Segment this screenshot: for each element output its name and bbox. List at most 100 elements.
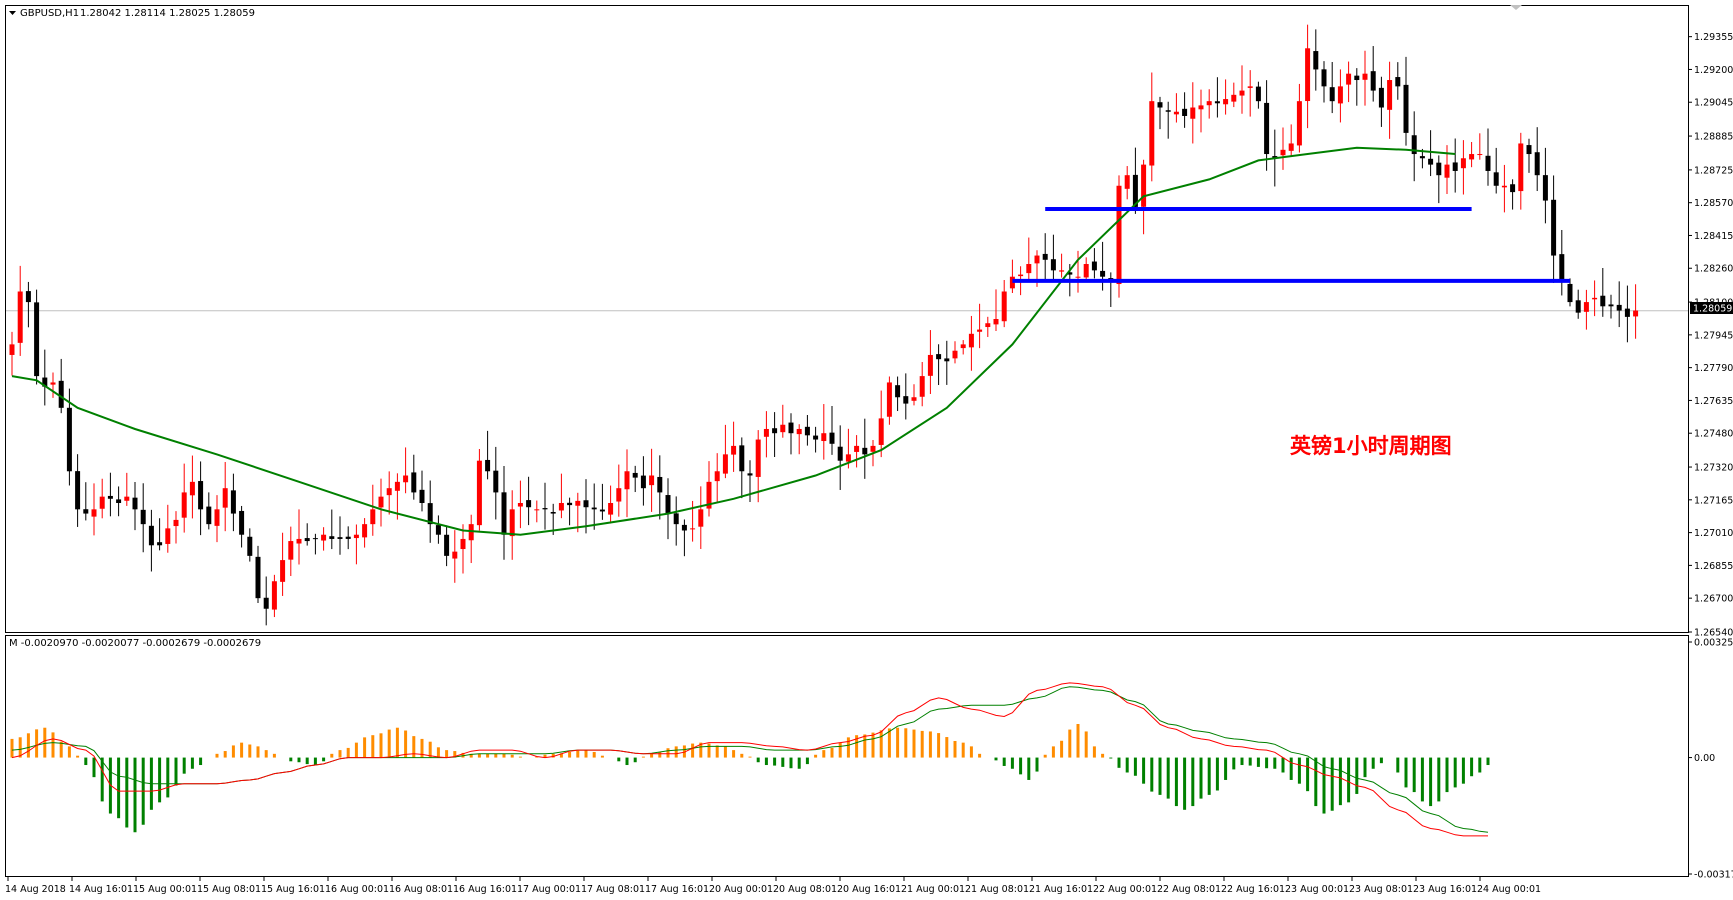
price-tick-label: 1.28885	[1694, 132, 1733, 143]
candle-bull	[985, 323, 991, 328]
macd-frame	[5, 635, 1689, 877]
candle-bull	[165, 528, 171, 544]
candle-bull	[362, 524, 368, 538]
time-tick-label: 22 Aug 16:01	[1221, 884, 1285, 895]
price-tick-label: 1.27480	[1694, 429, 1733, 440]
candle-bull	[1223, 99, 1229, 105]
menu-triangle-icon[interactable]	[9, 11, 16, 15]
candle-bull	[649, 475, 655, 486]
candle-bear	[1378, 87, 1384, 108]
candle-bear	[640, 475, 646, 489]
candle-bull	[993, 319, 999, 325]
candle-bull	[1116, 185, 1122, 285]
candle-bear	[837, 446, 843, 461]
candle-bear	[206, 506, 212, 525]
candle-bull	[854, 445, 860, 452]
candle-bear	[1182, 108, 1188, 116]
candle-bull	[698, 509, 704, 527]
candle-bull	[960, 344, 966, 349]
symbol-label: GBPUSD,H1	[20, 8, 79, 19]
candle-bear	[567, 502, 573, 506]
candle-bull	[1469, 154, 1475, 160]
time-tick-label: 14 Aug 16:01	[69, 884, 133, 895]
candle-bull	[460, 538, 466, 550]
candle-bull	[296, 538, 302, 544]
candle-bear	[493, 470, 499, 493]
candle-bear	[304, 538, 310, 542]
candle-bull	[1296, 101, 1302, 146]
candle-bear	[673, 513, 679, 525]
candle-bear	[263, 597, 269, 609]
candle-bear	[25, 291, 31, 303]
macd-signal-lines	[11, 682, 1489, 837]
candle-bear	[1567, 283, 1573, 303]
candle-bear	[681, 524, 687, 531]
candle-bear	[239, 510, 245, 535]
candle-bull	[1141, 164, 1147, 207]
candle-bear	[1395, 77, 1401, 87]
candle-bull	[1173, 111, 1179, 115]
candle-bull	[870, 445, 876, 452]
candle-bull	[763, 428, 769, 437]
candle-bull	[280, 560, 286, 582]
time-tick-label: 20 Aug 16:01	[837, 884, 901, 895]
candle-bull	[558, 502, 564, 511]
candle-bear	[599, 509, 605, 512]
candle-bull	[1387, 80, 1393, 110]
candle-bear	[1042, 253, 1048, 260]
candle-bear	[1542, 175, 1548, 201]
macd-fast-line	[11, 682, 1488, 837]
candle-bear	[337, 537, 343, 539]
candle-bear	[42, 377, 48, 387]
candle-bull	[1149, 101, 1155, 166]
candle-bull	[731, 445, 737, 455]
price-tick-label: 1.29045	[1694, 98, 1733, 109]
macd-header-label: M -0.0020970 -0.0020077 -0.0002679 -0.00…	[9, 638, 261, 649]
candle-bull	[845, 454, 851, 462]
candle-bear	[944, 358, 950, 362]
candle-bear	[247, 536, 253, 556]
time-tick-label: 17 Aug 16:01	[645, 884, 709, 895]
candle-bear	[583, 500, 589, 508]
time-tick-label: 17 Aug 00:01	[517, 884, 581, 895]
candle-bear	[1419, 156, 1425, 159]
time-tick-label: 17 Aug 08:01	[581, 884, 645, 895]
price-tick-label: 1.27945	[1694, 330, 1733, 341]
candle-bear	[1132, 174, 1138, 207]
candle-bull	[476, 460, 482, 526]
price-tick-label: 1.26700	[1694, 594, 1733, 605]
candle-bear	[1403, 84, 1409, 133]
candle-bull	[1592, 297, 1598, 300]
candle-bull	[1075, 276, 1081, 278]
current-price-tag	[1690, 302, 1733, 314]
candle-bull	[780, 424, 786, 433]
candle-bull	[1501, 185, 1507, 188]
candle-bull	[1124, 175, 1130, 189]
candle-bear	[1452, 162, 1458, 171]
candle-bull	[1444, 164, 1450, 178]
candle-bull	[1288, 143, 1294, 151]
candle-bull	[755, 439, 761, 477]
candle-bull	[1239, 90, 1245, 96]
candle-bear	[550, 511, 556, 514]
candle-bull	[468, 524, 474, 541]
price-tick-label: 1.27635	[1694, 396, 1733, 407]
candle-bear	[1608, 304, 1614, 307]
candle-bull	[1633, 310, 1639, 317]
candle-bull	[370, 509, 376, 525]
shift-marker-icon[interactable]	[1510, 5, 1522, 10]
candle-bull	[1583, 302, 1589, 312]
candle-bear	[34, 302, 40, 377]
candle-bear	[116, 499, 122, 503]
candle-bull	[1247, 86, 1253, 88]
candle-bear	[542, 508, 548, 510]
candle-bear	[1428, 158, 1434, 165]
candle-bull	[1362, 73, 1368, 80]
price-tick-label: 1.28415	[1694, 231, 1733, 242]
candle-bull	[403, 475, 409, 483]
candle-bull	[575, 500, 581, 506]
macd-histogram	[10, 723, 1490, 833]
candle-bull	[1477, 154, 1483, 156]
candle-bear	[230, 490, 236, 514]
candle-bear	[1100, 270, 1106, 277]
